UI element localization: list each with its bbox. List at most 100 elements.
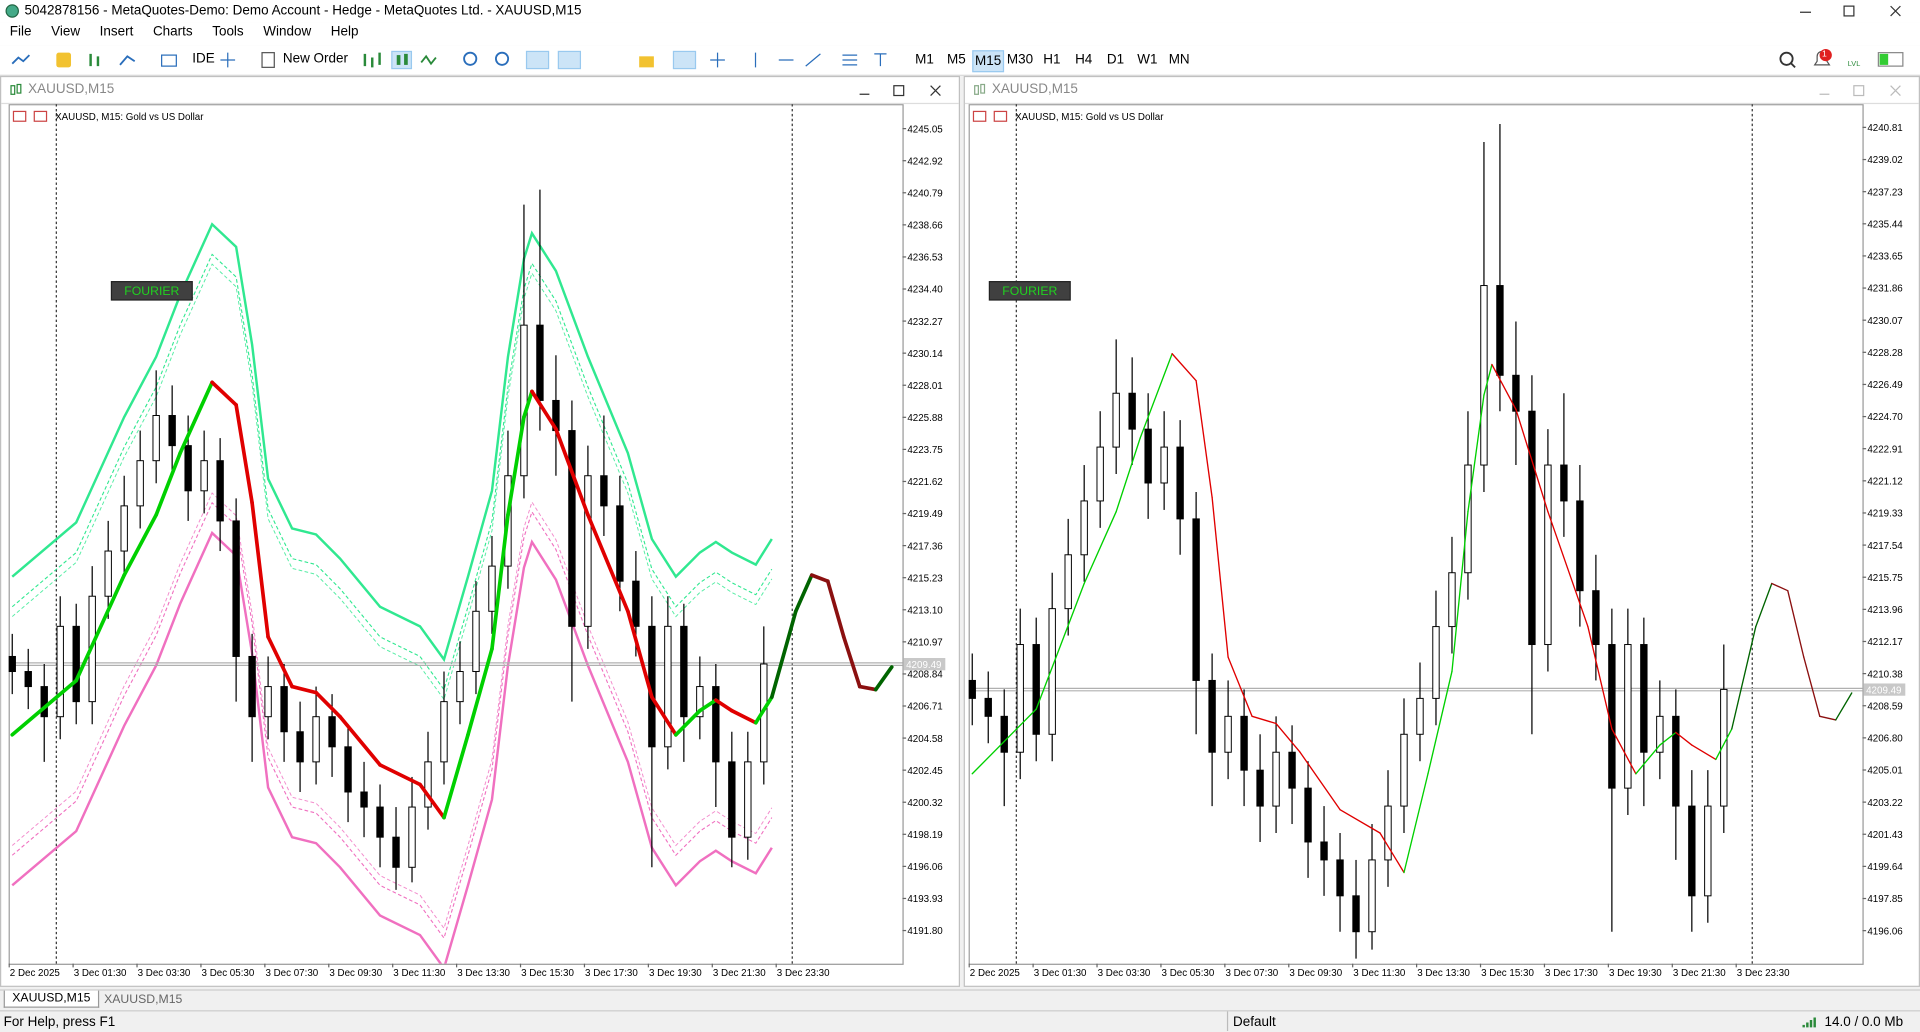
- y-tick-label: 4226.49: [1867, 380, 1902, 391]
- candle-body: [1432, 626, 1440, 699]
- candle-body: [1240, 715, 1248, 771]
- timeframe-button[interactable]: H4: [1075, 52, 1093, 68]
- fourier-segment: [418, 782, 446, 820]
- plot-area: [968, 104, 1864, 965]
- candle-body: [120, 505, 128, 552]
- chart-window[interactable]: XAUUSD,M15 4240.81 4239.02 4237.23 4235.44 4…: [963, 75, 1920, 987]
- candle-body: [136, 460, 144, 507]
- app-icon: [5, 4, 19, 18]
- candle-body: [1256, 769, 1264, 807]
- timeframe-button[interactable]: M5: [946, 52, 966, 68]
- toolbar-right-icons[interactable]: [1776, 48, 1911, 72]
- candle-body: [1320, 841, 1328, 861]
- fourier-segment: [650, 695, 678, 737]
- candle-body: [1032, 644, 1040, 735]
- fourier-segment: [1427, 670, 1453, 775]
- current-price-label: 4209.49: [906, 660, 941, 671]
- timeframe-button[interactable]: D1: [1106, 52, 1125, 68]
- fourier-segment: [1547, 511, 1589, 628]
- candle-body: [632, 580, 640, 627]
- menu-item[interactable]: Tools: [212, 24, 244, 40]
- fourier-segment: [10, 678, 79, 737]
- timeframe-button[interactable]: M1: [915, 52, 934, 68]
- fourier-segment: [1451, 511, 1469, 673]
- candle-body: [1400, 733, 1408, 807]
- candle-body: [584, 475, 592, 627]
- menu-item[interactable]: View: [51, 24, 81, 40]
- y-tick-label: 4191.80: [907, 926, 943, 937]
- fourier-segment: [1635, 744, 1661, 775]
- candle-body: [200, 460, 208, 492]
- chart-window[interactable]: XAUUSD,M15 4245.05 4242.92 4240.79 4238.66 4…: [0, 75, 961, 987]
- candle-body: [72, 625, 80, 703]
- window-controls[interactable]: [1788, 2, 1910, 19]
- band-line: [11, 501, 773, 940]
- y-tick-label: 4221.62: [907, 477, 942, 488]
- fourier-segment: [1675, 731, 1693, 746]
- chart-tab[interactable]: XAUUSD,M15: [104, 993, 183, 1007]
- candle-body: [600, 475, 608, 507]
- menu-item[interactable]: Charts: [152, 24, 193, 40]
- fourier-segment: [522, 389, 534, 419]
- timeframe-button[interactable]: MN: [1168, 52, 1190, 68]
- x-tick-label: 3 Dec 23:30: [777, 968, 830, 979]
- chart-window-controls[interactable]: [852, 82, 950, 99]
- x-tick-label: 3 Dec 01:30: [1034, 968, 1087, 979]
- fourier-segment: [1731, 625, 1757, 730]
- plot-area: [8, 104, 904, 965]
- menu-item[interactable]: Help: [330, 24, 359, 40]
- menu-item[interactable]: Window: [263, 24, 312, 40]
- y-tick-label: 4205.01: [1867, 766, 1902, 777]
- candle-body: [1384, 805, 1392, 861]
- fourier-segment: [729, 708, 758, 725]
- window-title: 5042878156 - MetaQuotes-Demo: Demo Accou…: [24, 3, 582, 19]
- ide-button[interactable]: IDE: [192, 51, 215, 67]
- candle-body: [1672, 715, 1680, 807]
- y-tick-label: 4206.71: [907, 702, 942, 713]
- y-tick-label: 4224.70: [1867, 412, 1903, 423]
- y-tick-label: 4228.01: [907, 381, 942, 392]
- toolbar-icons[interactable]: [10, 49, 904, 71]
- y-tick-label: 4245.05: [907, 124, 943, 135]
- candle-body: [312, 716, 320, 763]
- candle-body: [1464, 464, 1472, 574]
- x-tick-label: 3 Dec 01:30: [74, 968, 127, 979]
- y-tick-label: 4203.22: [1867, 798, 1902, 809]
- timeframe-button[interactable]: M30: [1006, 52, 1034, 68]
- y-tick-label: 4219.49: [907, 509, 942, 520]
- candle-body: [1624, 644, 1632, 789]
- x-tick-label: 3 Dec 13:30: [1417, 968, 1470, 979]
- menu-item[interactable]: File: [9, 24, 32, 40]
- x-tick-label: 3 Dec 09:30: [1289, 968, 1342, 979]
- menu-item[interactable]: Insert: [99, 24, 134, 40]
- timeframe-button[interactable]: W1: [1137, 52, 1158, 68]
- fourier-segment: [1787, 590, 1805, 658]
- fourier-segment: [1803, 656, 1821, 718]
- fourier-segment: [1195, 380, 1213, 499]
- candle-body: [1160, 446, 1168, 484]
- x-tick-label: 3 Dec 05:30: [202, 968, 255, 979]
- y-tick-label: 4210.38: [1867, 669, 1903, 680]
- candle-body: [1688, 805, 1696, 897]
- band-line: [11, 253, 773, 691]
- candle-body: [1720, 688, 1728, 807]
- candle-body: [1352, 895, 1360, 933]
- chart-window-controls[interactable]: [1812, 82, 1910, 99]
- candle-body: [40, 686, 48, 718]
- fourier-segment: [178, 380, 214, 455]
- timeframe-button[interactable]: H1: [1043, 52, 1061, 68]
- timeframe-button[interactable]: M15: [972, 50, 1005, 73]
- x-tick-label: 3 Dec 11:30: [393, 968, 446, 979]
- y-tick-label: 4213.10: [907, 605, 943, 616]
- symbol-label: XAUUSD, M15: Gold vs US Dollar: [1015, 112, 1164, 123]
- new-order-button[interactable]: New Order: [282, 51, 348, 67]
- y-tick-label: 4230.07: [1867, 316, 1902, 327]
- chart-tab[interactable]: XAUUSD,M15: [3, 990, 100, 1008]
- symbol-label: XAUUSD, M15: Gold vs US Dollar: [55, 112, 204, 123]
- fourier-segment: [1379, 832, 1405, 874]
- candle-body: [328, 716, 336, 748]
- candle-body: [616, 505, 624, 582]
- candle-body: [24, 671, 32, 688]
- candle-body: [712, 686, 720, 763]
